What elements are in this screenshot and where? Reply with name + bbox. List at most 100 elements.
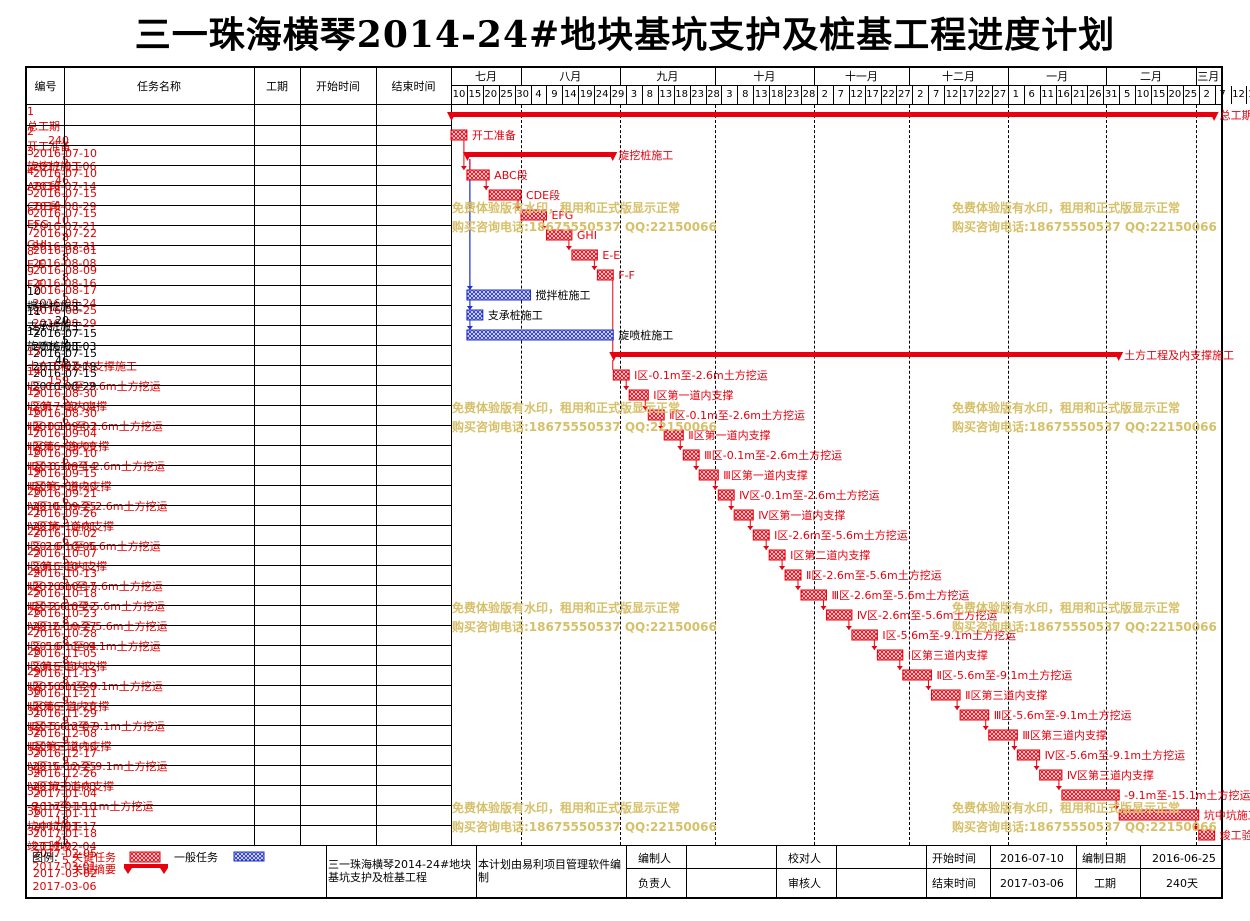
task-id: 12: [27, 325, 41, 338]
day-divider: [1230, 86, 1232, 104]
day-label: 7: [1219, 89, 1226, 100]
task-start: 2017-01-18: [33, 827, 97, 840]
day-divider: [976, 86, 977, 104]
row-divider: [27, 205, 451, 206]
task-name: Ⅱ区-5.6m至-9.1m土方挖运: [27, 680, 163, 693]
row-divider: [27, 125, 451, 126]
month-label: 八月: [559, 70, 582, 83]
task-id: 34: [27, 765, 41, 778]
month-label: 十一月: [844, 70, 878, 83]
task-name: Ⅲ区第一道内支撑: [27, 480, 112, 493]
footer-column-divider: [686, 845, 687, 897]
task-start: 2016-09-26: [33, 507, 97, 520]
day-label: 12: [1232, 89, 1245, 100]
month-divider: [1106, 68, 1108, 86]
timescale-divider: [451, 85, 1221, 86]
task-name: Ⅰ区第二道内支撑: [27, 560, 108, 573]
task-name: Ⅰ区第三道内支撑: [27, 660, 108, 673]
task-name: Ⅲ区-0.1m至-2.6m土方挖运: [27, 460, 165, 473]
day-label: 15: [1152, 89, 1166, 100]
legend-normal-task-swatch: [233, 851, 265, 862]
day-divider: [482, 86, 484, 104]
day-label: 23: [691, 89, 704, 100]
day-label: 2: [917, 89, 924, 100]
footer-column-divider: [776, 845, 777, 897]
task-start: 2017-01-04: [33, 787, 97, 800]
row-divider: [27, 505, 451, 506]
row-divider: [27, 165, 451, 166]
day-divider: [1135, 86, 1137, 104]
day-label: 6: [1028, 89, 1035, 100]
task-name: F-F: [27, 278, 44, 291]
watermark-line: 购买咨询电话:18675550537 QQ:22150066: [452, 620, 717, 634]
task-name: 总工期: [27, 120, 60, 133]
day-label: 2: [1203, 89, 1210, 100]
task-start: 2016-09-10: [33, 447, 97, 460]
task-name: Ⅱ区-2.6m至-5.6m土方挖运: [27, 580, 163, 593]
task-id: 28: [27, 645, 41, 658]
day-divider: [864, 86, 866, 104]
day-divider: [1055, 86, 1057, 104]
task-duration: 5: [62, 594, 69, 607]
month-grid-line: [813, 105, 816, 845]
footer-column-divider: [326, 845, 327, 897]
page-title: 三一珠海横琴2014-24#地块基坑支护及桩基工程进度计划: [134, 14, 1116, 56]
row-divider: [27, 705, 451, 706]
day-label: 8: [742, 89, 749, 100]
task-name: Ⅰ区第一道内支撑: [27, 400, 108, 413]
task-start: 2016-10-07: [33, 547, 97, 560]
month-grid-line: [619, 105, 622, 845]
day-divider: [801, 86, 802, 104]
day-label: 22: [977, 89, 991, 100]
day-divider: [514, 86, 516, 104]
day-label: 11: [1041, 89, 1054, 100]
task-duration: 9: [62, 754, 69, 767]
day-divider: [610, 86, 612, 104]
task-name: 竣工验收: [27, 840, 71, 853]
day-divider: [705, 86, 707, 104]
column-divider: [300, 68, 301, 845]
footer-column-divider: [926, 845, 927, 897]
footer-date-value: 2016-06-25: [1152, 852, 1216, 865]
footer-project: 三一珠海横琴2014-24#地块基坑支护及桩基工程: [328, 858, 472, 884]
month-grid-line: [1195, 105, 1198, 845]
day-divider: [785, 86, 787, 104]
task-id: 15: [27, 385, 41, 398]
day-label: 25: [500, 89, 514, 100]
row-divider: [27, 265, 451, 266]
task-duration: 240: [48, 134, 69, 147]
month-divider: [521, 68, 522, 86]
day-label: 18: [770, 89, 784, 100]
day-label: 25: [1184, 89, 1198, 100]
row-divider: [27, 465, 451, 466]
task-name: Ⅰ区-0.1m至-2.6m土方挖运: [27, 380, 161, 393]
day-divider: [769, 86, 771, 104]
day-divider: [721, 86, 723, 104]
day-divider: [498, 86, 500, 104]
day-divider: [641, 86, 643, 104]
footer-start-value: 2016-07-10: [1000, 852, 1064, 865]
watermark-line: 购买咨询电话:18675550537 QQ:22150066: [452, 420, 717, 434]
task-start: 2016-08-30: [33, 407, 97, 420]
task-start: 2016-07-15: [33, 327, 97, 340]
day-divider: [944, 86, 946, 104]
task-id: 13: [27, 345, 41, 358]
day-divider: [1166, 86, 1168, 104]
footer-column-divider: [626, 845, 627, 897]
day-label: 13: [754, 89, 768, 100]
task-start: 2016-09-21: [33, 487, 97, 500]
table-row: 36 坑中坑施工 25 2017-02-05 2017-03-01: [27, 805, 450, 873]
footer-reviewer-label: 审核人: [788, 877, 821, 890]
watermark-line: 免费体验版有水印，租用和正式版显示正常: [952, 401, 1181, 415]
task-duration: 8: [62, 271, 69, 284]
day-divider: [626, 86, 627, 104]
task-id: 3: [27, 145, 34, 158]
day-divider: [991, 86, 993, 104]
task-duration: 7: [62, 774, 69, 787]
task-id: 14: [27, 365, 41, 378]
